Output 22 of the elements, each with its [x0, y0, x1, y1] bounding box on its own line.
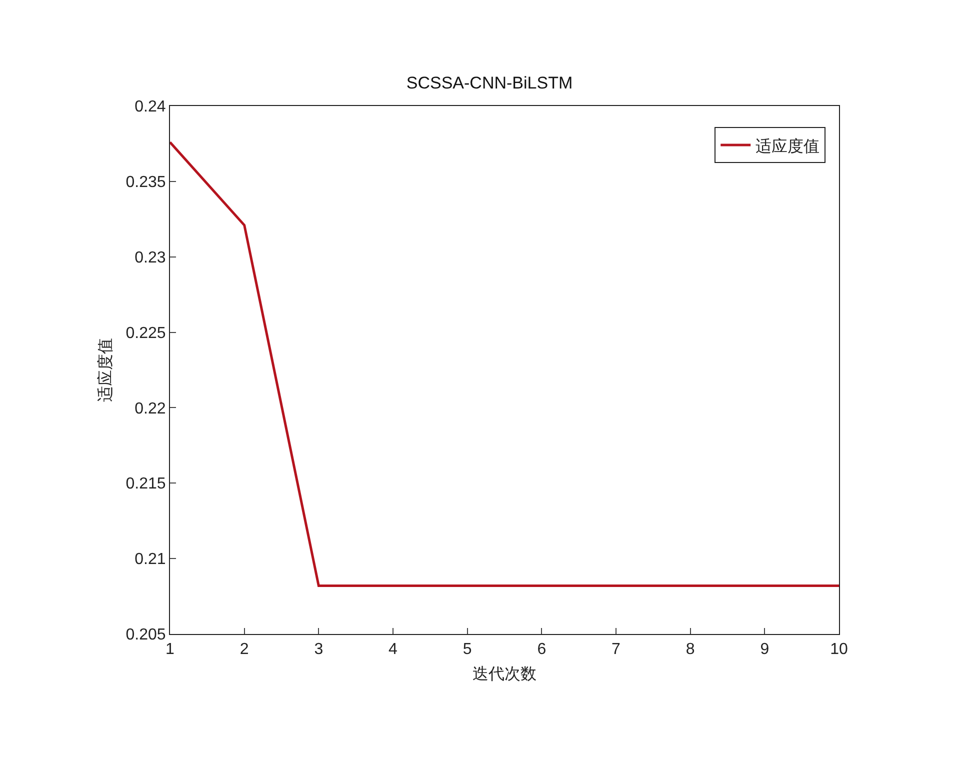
x-tick-label: 6: [537, 641, 546, 658]
x-tick-label: 3: [314, 641, 324, 658]
y-tick-label: 0.205: [126, 626, 166, 644]
x-tick-label: 10: [830, 641, 848, 658]
x-tick-label: 2: [240, 641, 249, 658]
y-tick-label: 0.235: [126, 174, 166, 192]
y-tick-label: 0.23: [134, 249, 166, 266]
x-tick-label: 4: [388, 641, 398, 658]
y-tick-label: 0.215: [126, 476, 166, 493]
legend-label: 适应度值: [756, 136, 820, 156]
y-tick-label: 0.225: [126, 324, 166, 342]
x-tick-label: 7: [612, 641, 621, 658]
chart-title: SCSSA-CNN-BiLSTM: [406, 73, 573, 92]
y-tick-label: 0.22: [134, 400, 166, 418]
y-tick-label: 0.21: [134, 551, 166, 568]
x-tick-label: 1: [166, 641, 175, 658]
x-tick-label: 5: [462, 641, 472, 658]
y-tick-label: 0.24: [134, 98, 166, 116]
x-axis-title: 迭代次数: [472, 664, 536, 683]
x-tick-label: 9: [760, 641, 770, 658]
x-tick-label: 8: [686, 641, 695, 658]
y-axis-title: 适应度值: [96, 338, 115, 402]
